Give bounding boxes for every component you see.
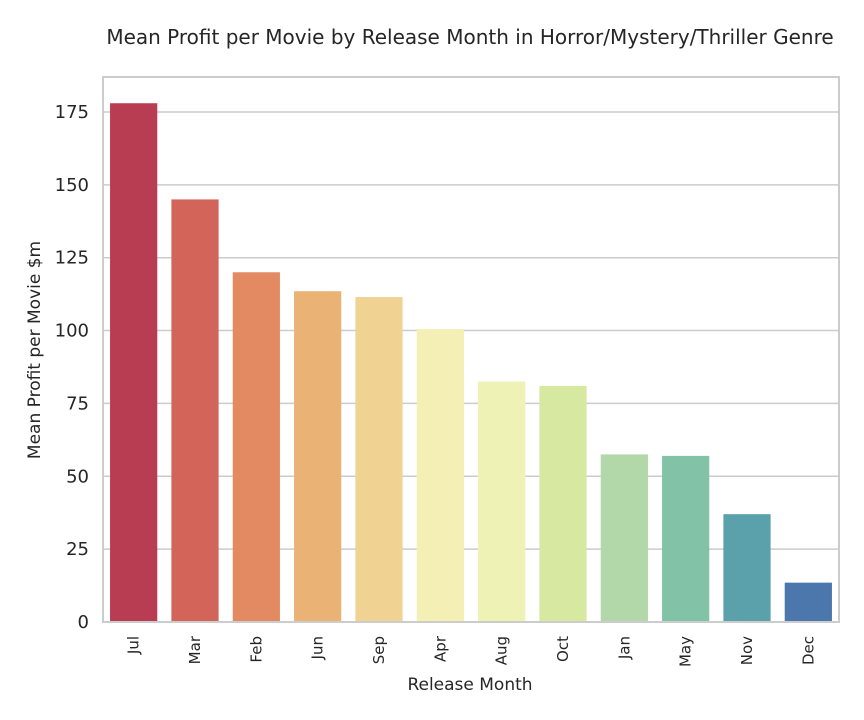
bar-jul [110,103,158,622]
bar-dec [784,582,832,622]
x-tick-label: May [677,636,695,667]
x-tick-label: Jan [615,636,633,660]
chart-title: Mean Profit per Movie by Release Month i… [106,25,833,49]
y-tick-label: 175 [55,102,89,123]
x-axis-label: Release Month [407,675,532,695]
x-tick-label: Oct [554,636,572,662]
bar-oct [539,385,587,622]
plot-frame [102,76,840,623]
bar-may [662,455,710,622]
y-tick-label: 50 [66,466,89,487]
x-tick-label: Jul [125,636,143,655]
x-tick-label: Sep [370,636,388,664]
x-tick-label: Feb [247,636,265,663]
x-axis-ticks: Jul Mar Feb Jun Sep Apr Aug Oct Jan May Nov Dec [125,635,818,667]
bar-nov [723,514,771,622]
y-axis-label: Mean Profit per Movie $m [25,241,45,459]
bar-jun [294,291,342,622]
y-tick-label: 100 [55,321,89,342]
y-tick-label: 150 [55,175,89,196]
bar-apr [416,329,464,622]
grid-lines [103,111,839,623]
x-tick-label: Dec [799,636,817,665]
x-tick-label: Jun [309,636,327,660]
bars [110,103,832,622]
y-tick-label: 0 [78,612,89,633]
x-tick-label: Apr [431,635,449,662]
y-tick-label: 125 [55,248,89,269]
y-tick-label: 75 [66,393,89,414]
bar-aug [478,381,526,622]
bar-jan [600,454,648,622]
bar-mar [171,199,219,622]
x-tick-label: Mar [186,635,204,664]
y-tick-label: 25 [66,539,89,560]
bar-feb [232,272,280,622]
x-tick-label: Nov [738,636,756,665]
y-axis-ticks: 0 25 50 75 100 125 150 175 [55,102,89,633]
bar-sep [355,297,403,622]
x-tick-label: Aug [493,636,511,665]
